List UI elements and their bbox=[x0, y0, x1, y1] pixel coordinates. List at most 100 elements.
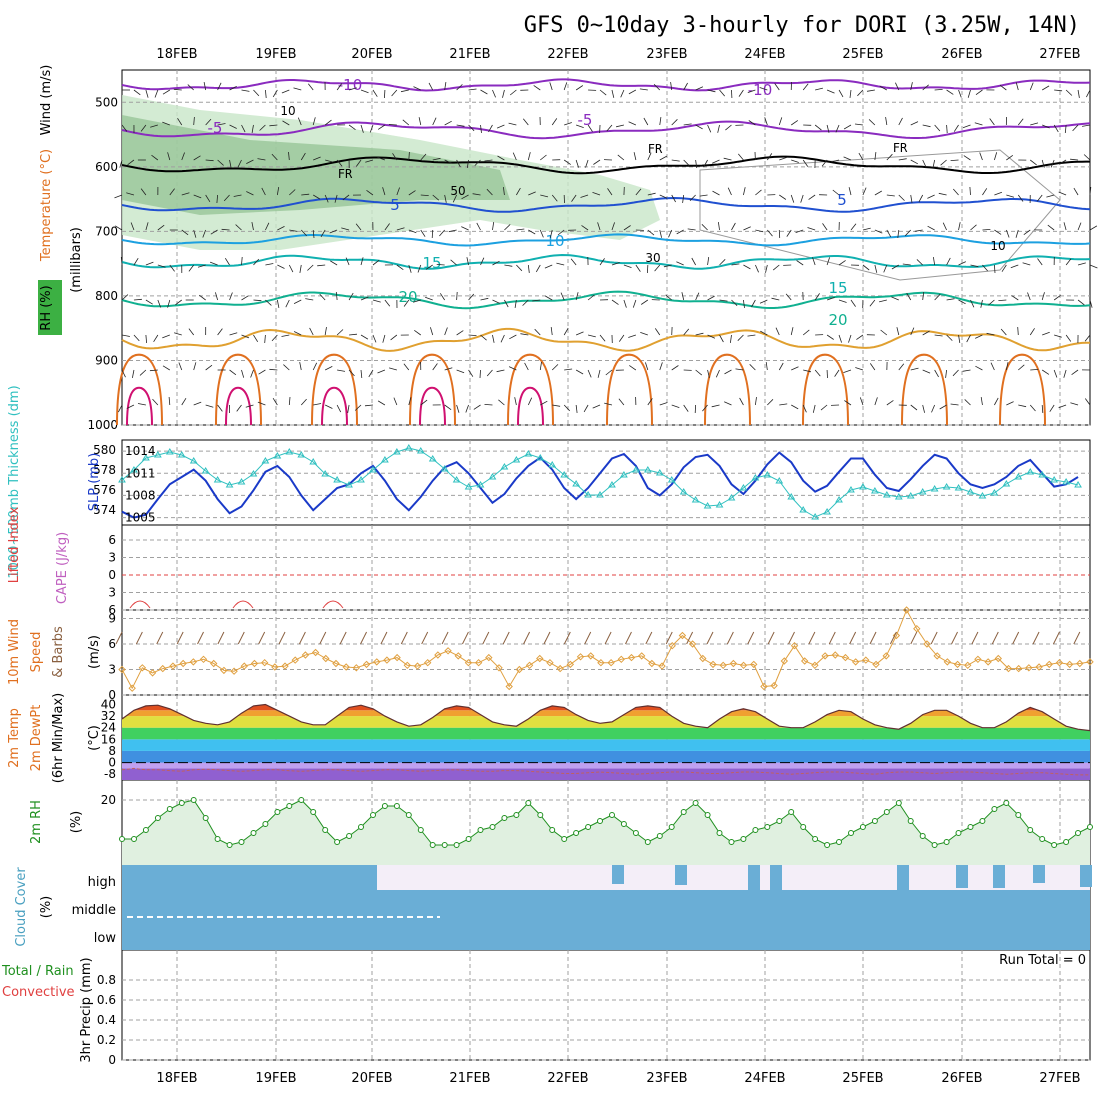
wind-speed-marker bbox=[841, 653, 850, 662]
wind-barb bbox=[570, 258, 577, 266]
rh-marker bbox=[166, 806, 173, 812]
wind-barb bbox=[731, 222, 736, 231]
wind-barb bbox=[152, 398, 159, 406]
date-label-top: 19FEB bbox=[255, 47, 296, 62]
wind-barb bbox=[229, 292, 233, 301]
wind-barb bbox=[293, 299, 302, 304]
date-label-bottom: 19FEB bbox=[255, 1071, 296, 1086]
thickness-marker bbox=[643, 466, 652, 473]
thickness-marker bbox=[763, 471, 772, 478]
wind-barb bbox=[126, 404, 135, 409]
wind-barb bbox=[1053, 124, 1059, 133]
wind-barb bbox=[683, 123, 692, 126]
rh-marker bbox=[704, 812, 711, 818]
wind-barb bbox=[958, 261, 966, 266]
rh-contour-label: 10 bbox=[280, 104, 295, 118]
contour-plus30 bbox=[507, 353, 554, 426]
wind-barb bbox=[922, 369, 931, 374]
wind-barb bbox=[528, 229, 536, 235]
wind-barb bbox=[229, 124, 237, 129]
wind-barb bbox=[276, 299, 280, 308]
wind-speed-marker bbox=[179, 659, 187, 668]
wind-barb bbox=[413, 86, 421, 91]
thickness-marker bbox=[1014, 473, 1023, 480]
wind-barb bbox=[187, 84, 194, 91]
wind-barb bbox=[271, 153, 278, 161]
wind-barb bbox=[743, 226, 751, 231]
wind-barb bbox=[707, 295, 715, 301]
wind-barb bbox=[916, 259, 923, 266]
wind-barb bbox=[795, 229, 804, 233]
wind-barb bbox=[725, 124, 732, 131]
wind-barb bbox=[217, 328, 223, 336]
wind-barb bbox=[265, 263, 274, 266]
wind-barb bbox=[205, 118, 212, 126]
wind-speed-marker bbox=[882, 652, 890, 660]
wind-barb bbox=[951, 631, 958, 645]
wind-barb bbox=[826, 89, 835, 94]
wind-barb bbox=[1089, 264, 1098, 269]
rh-area bbox=[122, 800, 1090, 865]
wind-barb bbox=[251, 222, 254, 231]
wind-barb bbox=[229, 332, 238, 336]
cloud-high-block bbox=[770, 865, 782, 890]
wind-barb bbox=[408, 229, 417, 234]
wind-barb bbox=[250, 369, 254, 378]
wind-barb bbox=[299, 362, 302, 371]
wind-barb bbox=[1032, 631, 1040, 645]
wind-speed-marker bbox=[332, 659, 340, 668]
wind-barb bbox=[157, 264, 166, 268]
thickness-marker bbox=[177, 451, 186, 458]
wind-speed-marker bbox=[607, 658, 615, 667]
contour-plus10 bbox=[121, 233, 1091, 247]
wind-barb bbox=[336, 83, 343, 91]
wind-barb bbox=[456, 330, 464, 336]
rh-marker bbox=[142, 827, 149, 833]
wind-barb bbox=[1010, 264, 1019, 269]
wind-barb bbox=[557, 229, 565, 236]
wind-barb bbox=[545, 295, 553, 301]
panel-wind bbox=[121, 609, 1091, 696]
rh-marker bbox=[1003, 800, 1010, 806]
wind-barb bbox=[563, 82, 568, 91]
wind-barb bbox=[301, 193, 310, 196]
wind-barb bbox=[241, 89, 250, 92]
contour-freezing bbox=[121, 155, 1090, 175]
wind-barb bbox=[431, 229, 434, 239]
wind-speed-marker bbox=[1025, 664, 1033, 672]
wind-barb bbox=[448, 229, 457, 233]
wind-barb bbox=[241, 124, 246, 133]
thickness-marker bbox=[787, 493, 796, 500]
wind-speed-marker bbox=[260, 658, 269, 667]
wind-barb bbox=[620, 89, 625, 98]
wind-barb bbox=[778, 117, 783, 126]
wind-barb bbox=[874, 152, 877, 161]
wind-barb bbox=[135, 631, 143, 645]
upper-ylabel-units: (millibars) bbox=[69, 227, 84, 293]
wind-speed-marker bbox=[831, 651, 839, 659]
wind-barb bbox=[826, 334, 834, 340]
wind-barb bbox=[737, 153, 744, 161]
wind-barb bbox=[639, 88, 648, 91]
wind-barb bbox=[241, 295, 249, 301]
wind-speed-marker bbox=[902, 606, 911, 614]
wind-barb bbox=[369, 124, 374, 133]
wind-barb bbox=[808, 194, 816, 200]
wind-barb bbox=[922, 292, 925, 301]
contour-plus25 bbox=[121, 327, 1090, 352]
wind-barb bbox=[1077, 262, 1086, 266]
wind-barb bbox=[814, 124, 822, 131]
wind-speed-marker bbox=[413, 662, 422, 670]
wind-barb bbox=[246, 159, 254, 164]
wind-barb bbox=[502, 631, 510, 645]
date-label-bottom: 23FEB bbox=[646, 1071, 687, 1086]
wind-barb bbox=[127, 159, 135, 166]
wind-barb bbox=[348, 87, 357, 91]
thickness-marker bbox=[345, 481, 353, 488]
thickness-marker bbox=[237, 478, 246, 485]
wind-barb bbox=[611, 222, 615, 231]
wind-barb bbox=[132, 369, 135, 378]
wind-barb bbox=[403, 299, 410, 307]
wind-barb bbox=[289, 229, 298, 232]
wind-barb bbox=[717, 124, 720, 133]
